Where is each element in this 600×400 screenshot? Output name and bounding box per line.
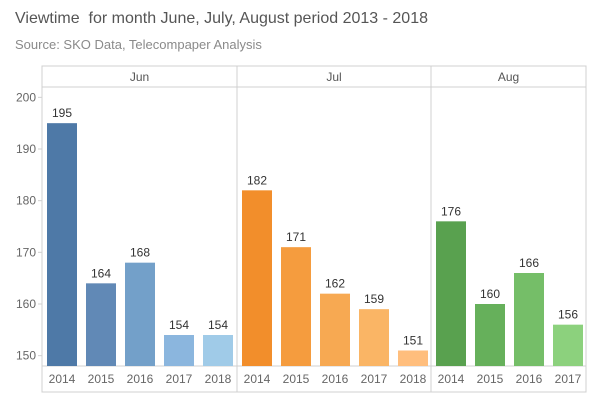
data-label: 166	[519, 256, 539, 270]
x-tick-label: 2016	[322, 372, 349, 386]
data-label: 195	[52, 106, 72, 120]
x-tick-label: 2017	[166, 372, 193, 386]
bar	[47, 123, 77, 367]
bar	[281, 247, 311, 366]
data-label: 160	[480, 287, 500, 301]
bar	[359, 309, 389, 366]
x-tick-label: 2016	[516, 372, 543, 386]
bar	[164, 335, 194, 366]
y-tick-label: 170	[16, 245, 36, 259]
y-tick-label: 190	[16, 142, 36, 156]
x-tick-label: 2017	[555, 372, 582, 386]
x-tick-label: 2014	[438, 372, 465, 386]
y-tick-label: 180	[16, 194, 36, 208]
bar	[203, 335, 233, 366]
bar	[475, 304, 505, 366]
x-tick-label: 2014	[244, 372, 271, 386]
data-label: 171	[286, 230, 306, 244]
chart-subtitle: Source: SKO Data, Telecompaper Analysis	[15, 37, 262, 52]
panel-header-jul: Jul	[326, 70, 341, 84]
data-label: 176	[441, 204, 461, 218]
x-tick-label: 2018	[205, 372, 232, 386]
x-tick-label: 2017	[361, 372, 388, 386]
x-tick-label: 2016	[127, 372, 154, 386]
x-tick-label: 2015	[88, 372, 115, 386]
data-label: 164	[91, 266, 111, 280]
x-tick-label: 2018	[400, 372, 427, 386]
data-label: 182	[247, 173, 267, 187]
data-label: 151	[403, 334, 423, 348]
data-label: 156	[558, 308, 578, 322]
bar	[398, 350, 428, 366]
bar	[514, 273, 544, 366]
data-label: 159	[364, 292, 384, 306]
bar	[436, 221, 466, 366]
data-label: 168	[130, 246, 150, 260]
chart-frame	[41, 65, 587, 393]
x-tick-label: 2015	[283, 372, 310, 386]
panel-header-jun: Jun	[130, 70, 149, 84]
chart-title: Viewtime for month June, July, August pe…	[15, 10, 428, 27]
y-tick-label: 200	[16, 90, 36, 104]
bar	[320, 293, 350, 366]
y-tick-label: 150	[16, 349, 36, 363]
data-label: 154	[169, 318, 189, 332]
data-label: 162	[325, 277, 345, 291]
x-tick-label: 2014	[49, 372, 76, 386]
bar	[242, 190, 272, 366]
panel-header-aug: Aug	[498, 70, 519, 84]
x-tick-label: 2015	[477, 372, 504, 386]
data-label: 154	[208, 318, 228, 332]
bar	[553, 324, 583, 366]
y-tick-label: 160	[16, 297, 36, 311]
bar	[86, 283, 116, 366]
bar	[125, 262, 155, 366]
